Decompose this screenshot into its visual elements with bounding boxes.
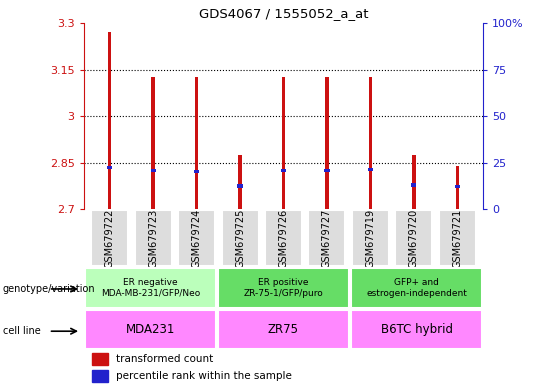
Bar xyxy=(108,32,111,209)
Text: GSM679725: GSM679725 xyxy=(235,209,245,268)
Text: ZR75: ZR75 xyxy=(268,323,299,336)
Text: cell line: cell line xyxy=(3,326,40,336)
FancyBboxPatch shape xyxy=(308,210,346,266)
Bar xyxy=(238,155,242,209)
Text: percentile rank within the sample: percentile rank within the sample xyxy=(116,371,292,381)
Text: GSM679727: GSM679727 xyxy=(322,209,332,268)
Bar xyxy=(281,169,286,172)
Text: GSM679719: GSM679719 xyxy=(366,209,375,268)
FancyBboxPatch shape xyxy=(178,210,215,266)
FancyBboxPatch shape xyxy=(265,210,302,266)
FancyBboxPatch shape xyxy=(439,210,476,266)
Text: GFP+ and
estrogen-independent: GFP+ and estrogen-independent xyxy=(366,278,467,298)
FancyBboxPatch shape xyxy=(91,210,128,266)
Bar xyxy=(325,169,329,172)
FancyBboxPatch shape xyxy=(221,210,259,266)
FancyBboxPatch shape xyxy=(351,310,482,349)
FancyBboxPatch shape xyxy=(85,310,216,349)
FancyBboxPatch shape xyxy=(352,210,389,266)
Bar xyxy=(325,77,329,209)
Bar xyxy=(238,184,242,188)
FancyBboxPatch shape xyxy=(218,310,349,349)
Text: GSM679723: GSM679723 xyxy=(148,209,158,268)
Text: ER positive
ZR-75-1/GFP/puro: ER positive ZR-75-1/GFP/puro xyxy=(244,278,323,298)
Bar xyxy=(412,155,416,209)
Bar xyxy=(151,77,155,209)
Text: B6TC hybrid: B6TC hybrid xyxy=(381,323,453,336)
FancyBboxPatch shape xyxy=(395,210,432,266)
FancyBboxPatch shape xyxy=(351,268,482,308)
Bar xyxy=(282,77,285,209)
Text: genotype/variation: genotype/variation xyxy=(3,284,96,294)
FancyBboxPatch shape xyxy=(218,268,349,308)
Text: GSM679724: GSM679724 xyxy=(192,209,201,268)
Bar xyxy=(195,77,198,209)
FancyBboxPatch shape xyxy=(135,210,172,266)
Text: GSM679720: GSM679720 xyxy=(409,209,419,268)
Bar xyxy=(369,77,372,209)
Bar xyxy=(411,183,416,187)
Text: transformed count: transformed count xyxy=(116,354,213,364)
Title: GDS4067 / 1555052_a_at: GDS4067 / 1555052_a_at xyxy=(199,7,368,20)
Text: GSM679726: GSM679726 xyxy=(279,209,288,268)
Text: MDA231: MDA231 xyxy=(126,323,175,336)
Text: ER negative
MDA-MB-231/GFP/Neo: ER negative MDA-MB-231/GFP/Neo xyxy=(100,278,200,298)
Bar xyxy=(368,168,373,171)
Text: GSM679722: GSM679722 xyxy=(105,209,115,268)
Bar xyxy=(151,169,156,172)
FancyBboxPatch shape xyxy=(85,268,216,308)
Bar xyxy=(92,353,107,365)
Bar xyxy=(456,166,459,209)
Bar xyxy=(92,370,107,382)
Bar xyxy=(455,185,460,189)
Text: GSM679721: GSM679721 xyxy=(452,209,462,268)
Bar xyxy=(107,166,112,169)
Bar xyxy=(194,170,199,173)
